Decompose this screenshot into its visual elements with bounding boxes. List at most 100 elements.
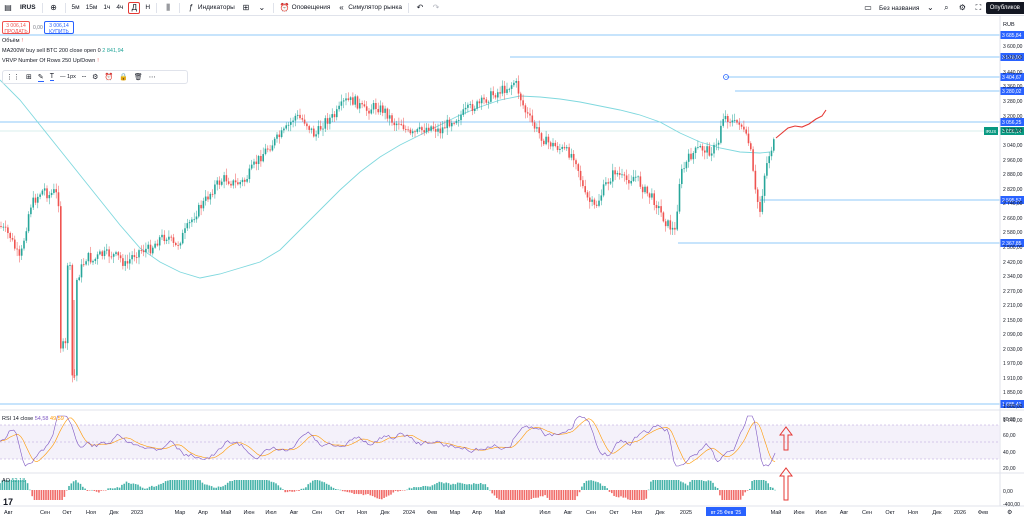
- compare-button[interactable]: ⊕: [46, 0, 62, 16]
- candle-body: [407, 129, 409, 131]
- templates-button[interactable]: ⊞: [238, 0, 254, 16]
- layout-button[interactable]: ▭: [860, 0, 876, 16]
- timeframe-4h[interactable]: 4ч: [116, 4, 124, 11]
- candle-body: [152, 247, 154, 254]
- timeframe-15m[interactable]: 15м: [85, 4, 98, 11]
- chart-type-button[interactable]: ⫼: [160, 0, 176, 16]
- ao-bar: [72, 481, 75, 490]
- text-color-icon[interactable]: T: [49, 73, 55, 81]
- candle-body: [579, 170, 582, 181]
- menu-icon[interactable]: ▤: [0, 0, 16, 16]
- ao-bar: [77, 482, 79, 490]
- ao-bar: [137, 484, 139, 490]
- ao-bar: [61, 490, 63, 500]
- alerts-button[interactable]: ⏰ Оповещения: [277, 0, 334, 16]
- redo-button[interactable]: ↷: [428, 0, 444, 16]
- indicator-panes: [0, 16, 1024, 507]
- timeframe-d-active[interactable]: Д: [126, 0, 142, 16]
- undo-button[interactable]: ↶: [412, 0, 428, 16]
- candle-body: [586, 192, 589, 198]
- candle-body: [639, 176, 642, 187]
- rsi-tick: 20,00: [1003, 466, 1016, 472]
- candle-body: [83, 264, 85, 266]
- publish-button[interactable]: Опубликов: [985, 2, 1024, 14]
- ao-legend[interactable]: AO 52,18: [2, 478, 25, 484]
- line-width-icon[interactable]: — 1px: [60, 74, 76, 80]
- layout-dropdown[interactable]: ⌄: [922, 0, 938, 16]
- ao-bar: [424, 485, 427, 490]
- candle-body: [115, 252, 117, 255]
- candle-body: [520, 93, 522, 101]
- candle-body: [607, 182, 609, 184]
- layout-name[interactable]: Без названия: [879, 4, 920, 12]
- candle-body: [457, 120, 460, 121]
- indicators-button[interactable]: ƒ Индикаторы: [183, 0, 238, 16]
- drag-handle-icon[interactable]: ⋮⋮: [6, 74, 20, 81]
- volume-legend[interactable]: Объём!: [2, 38, 23, 44]
- ao-bar: [330, 486, 332, 490]
- ao-bar: [700, 480, 703, 490]
- ao-bar: [427, 486, 429, 490]
- settings-icon[interactable]: ⚙: [92, 74, 99, 81]
- settings-button[interactable]: ⚙: [954, 0, 970, 16]
- candle-body: [418, 127, 421, 130]
- line-style-icon[interactable]: ┄: [81, 74, 87, 81]
- rsi-tick: 80,00: [1003, 417, 1016, 423]
- toolbar-right: ▭ Без названия ⌄ ⌕ ⚙ ⛶ ◉: [860, 0, 1002, 16]
- candle-body: [522, 100, 524, 106]
- more-indicators-button[interactable]: ⌄: [254, 0, 270, 16]
- candle-body: [112, 254, 115, 257]
- candle-body: [322, 128, 324, 130]
- tradingview-logo[interactable]: 17: [3, 497, 14, 507]
- candle-body: [600, 195, 603, 201]
- time-tick: Апр: [198, 510, 208, 516]
- gear-icon: ⚙: [958, 3, 966, 12]
- lock-icon[interactable]: 🔒: [119, 74, 128, 81]
- rsi-legend[interactable]: RSI 14 close 54,58 49,59: [2, 416, 64, 422]
- buy-button[interactable]: 3 006,14 КУПИТЬ: [44, 21, 74, 35]
- replay-button[interactable]: « Симулятор рынка: [333, 0, 405, 16]
- candle-body: [172, 237, 175, 243]
- ao-bar: [744, 490, 746, 493]
- candle-body: [80, 264, 83, 278]
- ma-legend[interactable]: MA200W buy sell BTC 200 close open 0 2 8…: [2, 48, 124, 54]
- grid-icon: ⊞: [242, 2, 250, 12]
- ao-bar: [583, 483, 585, 490]
- candle-body: [290, 121, 292, 125]
- ao-bar: [548, 490, 551, 500]
- ao-bar: [774, 489, 776, 491]
- candle-body: [425, 127, 428, 133]
- sell-button[interactable]: 3 006,14 ПРОДАТЬ: [2, 21, 30, 35]
- more-icon[interactable]: ⋯: [148, 74, 156, 81]
- candle-body: [96, 254, 99, 259]
- ao-bar: [33, 490, 36, 500]
- candle-body: [108, 249, 110, 257]
- ao-bar: [516, 490, 519, 500]
- alert-icon[interactable]: ⏰: [104, 74, 114, 81]
- ao-bar: [358, 490, 360, 495]
- vrvp-label: VRVP Number Of Rows 250 Up/Down: [2, 58, 96, 64]
- ao-bar: [247, 480, 250, 490]
- candle-body: [85, 261, 87, 265]
- candle-body: [209, 193, 212, 200]
- chart-canvas[interactable]: 3 685,84 3 518,90 3 404,67 3 280,02 3 056,25…: [0, 16, 1024, 518]
- pencil-icon[interactable]: ✎: [37, 73, 44, 82]
- fullscreen-button[interactable]: ⛶: [970, 0, 986, 16]
- trash-icon[interactable]: 🗑: [133, 74, 143, 81]
- vrvp-legend[interactable]: VRVP Number Of Rows 250 Up/Down!: [2, 58, 99, 64]
- template-icon[interactable]: ⊞: [26, 74, 32, 81]
- symbol-search[interactable]: IRUS: [20, 4, 36, 11]
- ao-bar: [509, 490, 512, 500]
- timeframe-1h[interactable]: 1ч: [103, 4, 111, 11]
- ao-bar: [49, 490, 52, 500]
- ao-bar: [721, 490, 723, 500]
- search-button[interactable]: ⌕: [938, 0, 954, 16]
- candle-body: [198, 204, 200, 217]
- ao-bar: [254, 480, 257, 490]
- ao-bar: [224, 484, 227, 490]
- timeframe-5m[interactable]: 5м: [71, 4, 80, 11]
- candle-body: [43, 188, 46, 191]
- timeframe-dropdown[interactable]: Н: [145, 4, 151, 11]
- candle-body: [621, 174, 623, 176]
- candle-body: [145, 248, 147, 253]
